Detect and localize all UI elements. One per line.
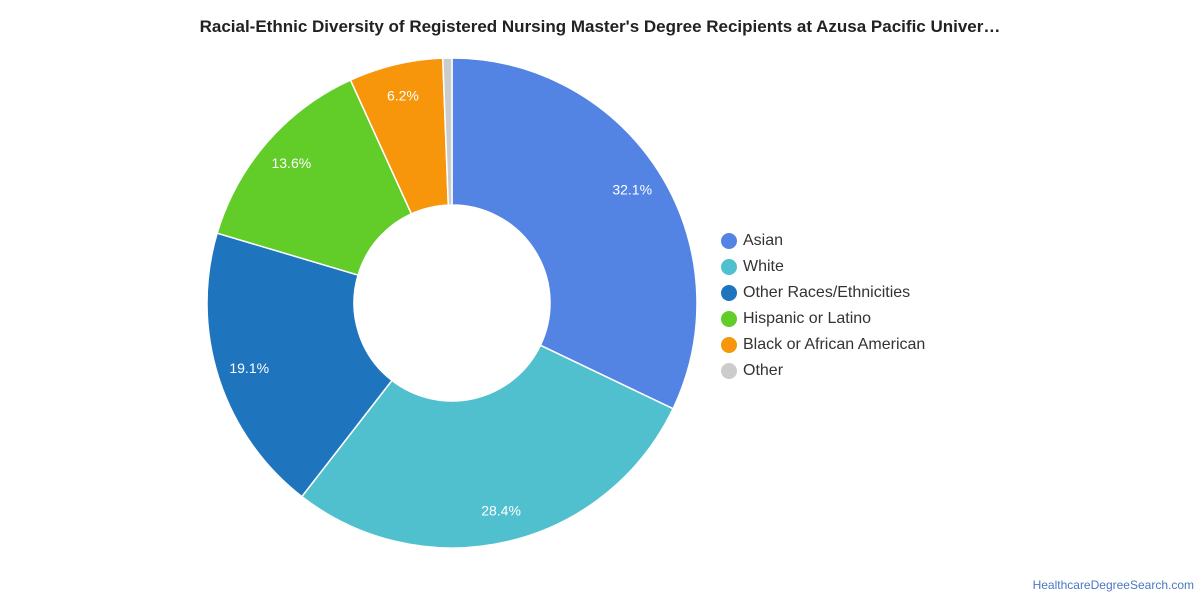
legend-swatch-icon (721, 233, 737, 249)
legend-item-white[interactable]: White (721, 254, 925, 280)
slice-white[interactable] (300, 344, 675, 549)
slice-label-asian: 32.1% (612, 181, 652, 197)
slice-label-white: 28.4% (481, 502, 521, 518)
slice-other[interactable] (441, 57, 453, 206)
legend-swatch-icon (721, 259, 737, 275)
slice-other-races-ethnicities[interactable] (206, 232, 393, 498)
legend-item-black-or-african-american[interactable]: Black or African American (721, 332, 925, 358)
legend-swatch-icon (721, 311, 737, 327)
legend-label: Other (743, 362, 784, 379)
legend-item-other-races-ethnicities[interactable]: Other Races/Ethnicities (721, 280, 925, 306)
legend-label: Black or African American (743, 336, 926, 353)
slice-labels: 32.1% 28.4% 19.1% 13.6% 6.2% (229, 88, 652, 519)
legend-swatch-icon (721, 363, 737, 379)
slice-label-black-or-african-american: 6.2% (387, 88, 419, 104)
source-link[interactable]: HealthcareDegreeSearch.com (1032, 578, 1194, 592)
legend-item-hispanic-or-latino[interactable]: Hispanic or Latino (721, 306, 925, 332)
slice-label-hispanic-or-latino: 13.6% (271, 155, 311, 171)
slice-hispanic-or-latino[interactable] (216, 79, 413, 277)
chart-legend: Asian White Other Races/Ethnicities Hispani… (721, 228, 925, 384)
legend-item-asian[interactable]: Asian (721, 228, 925, 254)
legend-item-other[interactable]: Other (721, 358, 925, 384)
slice-asian[interactable] (451, 57, 698, 410)
legend-label: Hispanic or Latino (743, 310, 872, 327)
chart-title: Racial-Ethnic Diversity of Registered Nu… (199, 17, 1001, 36)
legend-label: White (743, 258, 784, 275)
slice-label-other-races-ethnicities: 19.1% (229, 360, 269, 376)
legend-swatch-icon (721, 285, 737, 301)
legend-swatch-icon (721, 337, 737, 353)
donut-slices (206, 57, 698, 549)
legend-label: Other Races/Ethnicities (743, 284, 911, 301)
legend-label: Asian (743, 232, 784, 249)
